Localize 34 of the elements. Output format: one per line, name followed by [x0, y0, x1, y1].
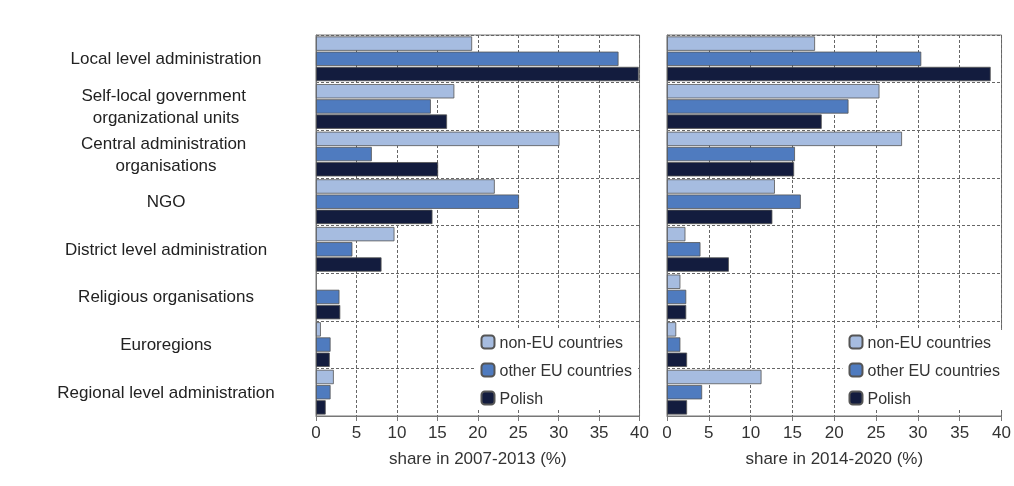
y-tick-label: Self-local government organizational units	[81, 85, 251, 127]
x-tick-label: 5	[351, 423, 362, 442]
y-tick-label: Euroregions	[120, 335, 212, 355]
legend-label: non-EU countries	[499, 333, 624, 351]
y-tick-label: Religious organisations	[78, 287, 254, 307]
x-tick-label: 35	[589, 423, 609, 442]
x-tick-label: 20	[824, 423, 844, 442]
x-tick-label: 35	[950, 423, 970, 442]
x-tick-label: 20	[468, 423, 488, 442]
y-tick-label: Local level administration	[70, 49, 262, 69]
y-tick-label: District level administration	[64, 239, 268, 259]
legend-label: other EU countries	[867, 361, 1001, 379]
y-tick-label: Central administration organisations	[80, 133, 252, 175]
x-tick-label: 30	[549, 423, 569, 442]
legend-label: other EU countries	[499, 361, 633, 379]
legend-label: non-EU countries	[867, 333, 992, 351]
x-tick-label: 30	[908, 423, 928, 442]
x-axis-title: share in 2014-2020 (%)	[745, 449, 924, 468]
y-tick-label: NGO	[146, 192, 186, 212]
x-tick-label: 25	[866, 423, 886, 442]
legend-label: Polish	[867, 389, 912, 407]
y-tick-label: Regional level administration	[57, 382, 275, 402]
x-tick-label: 10	[741, 423, 761, 442]
x-tick-label: 15	[427, 423, 447, 442]
x-tick-label: 5	[704, 423, 714, 442]
x-tick-label: 0	[662, 423, 672, 442]
x-tick-label: 40	[630, 423, 650, 442]
x-tick-label: 10	[387, 423, 407, 442]
x-tick-label: 40	[992, 423, 1012, 442]
x-tick-label: 15	[782, 423, 802, 442]
x-tick-label: 0	[311, 423, 321, 442]
x-tick-label: 25	[508, 423, 528, 442]
x-axis-title: share in 2007-2013 (%)	[388, 449, 567, 468]
legend-label: Polish	[499, 389, 544, 407]
